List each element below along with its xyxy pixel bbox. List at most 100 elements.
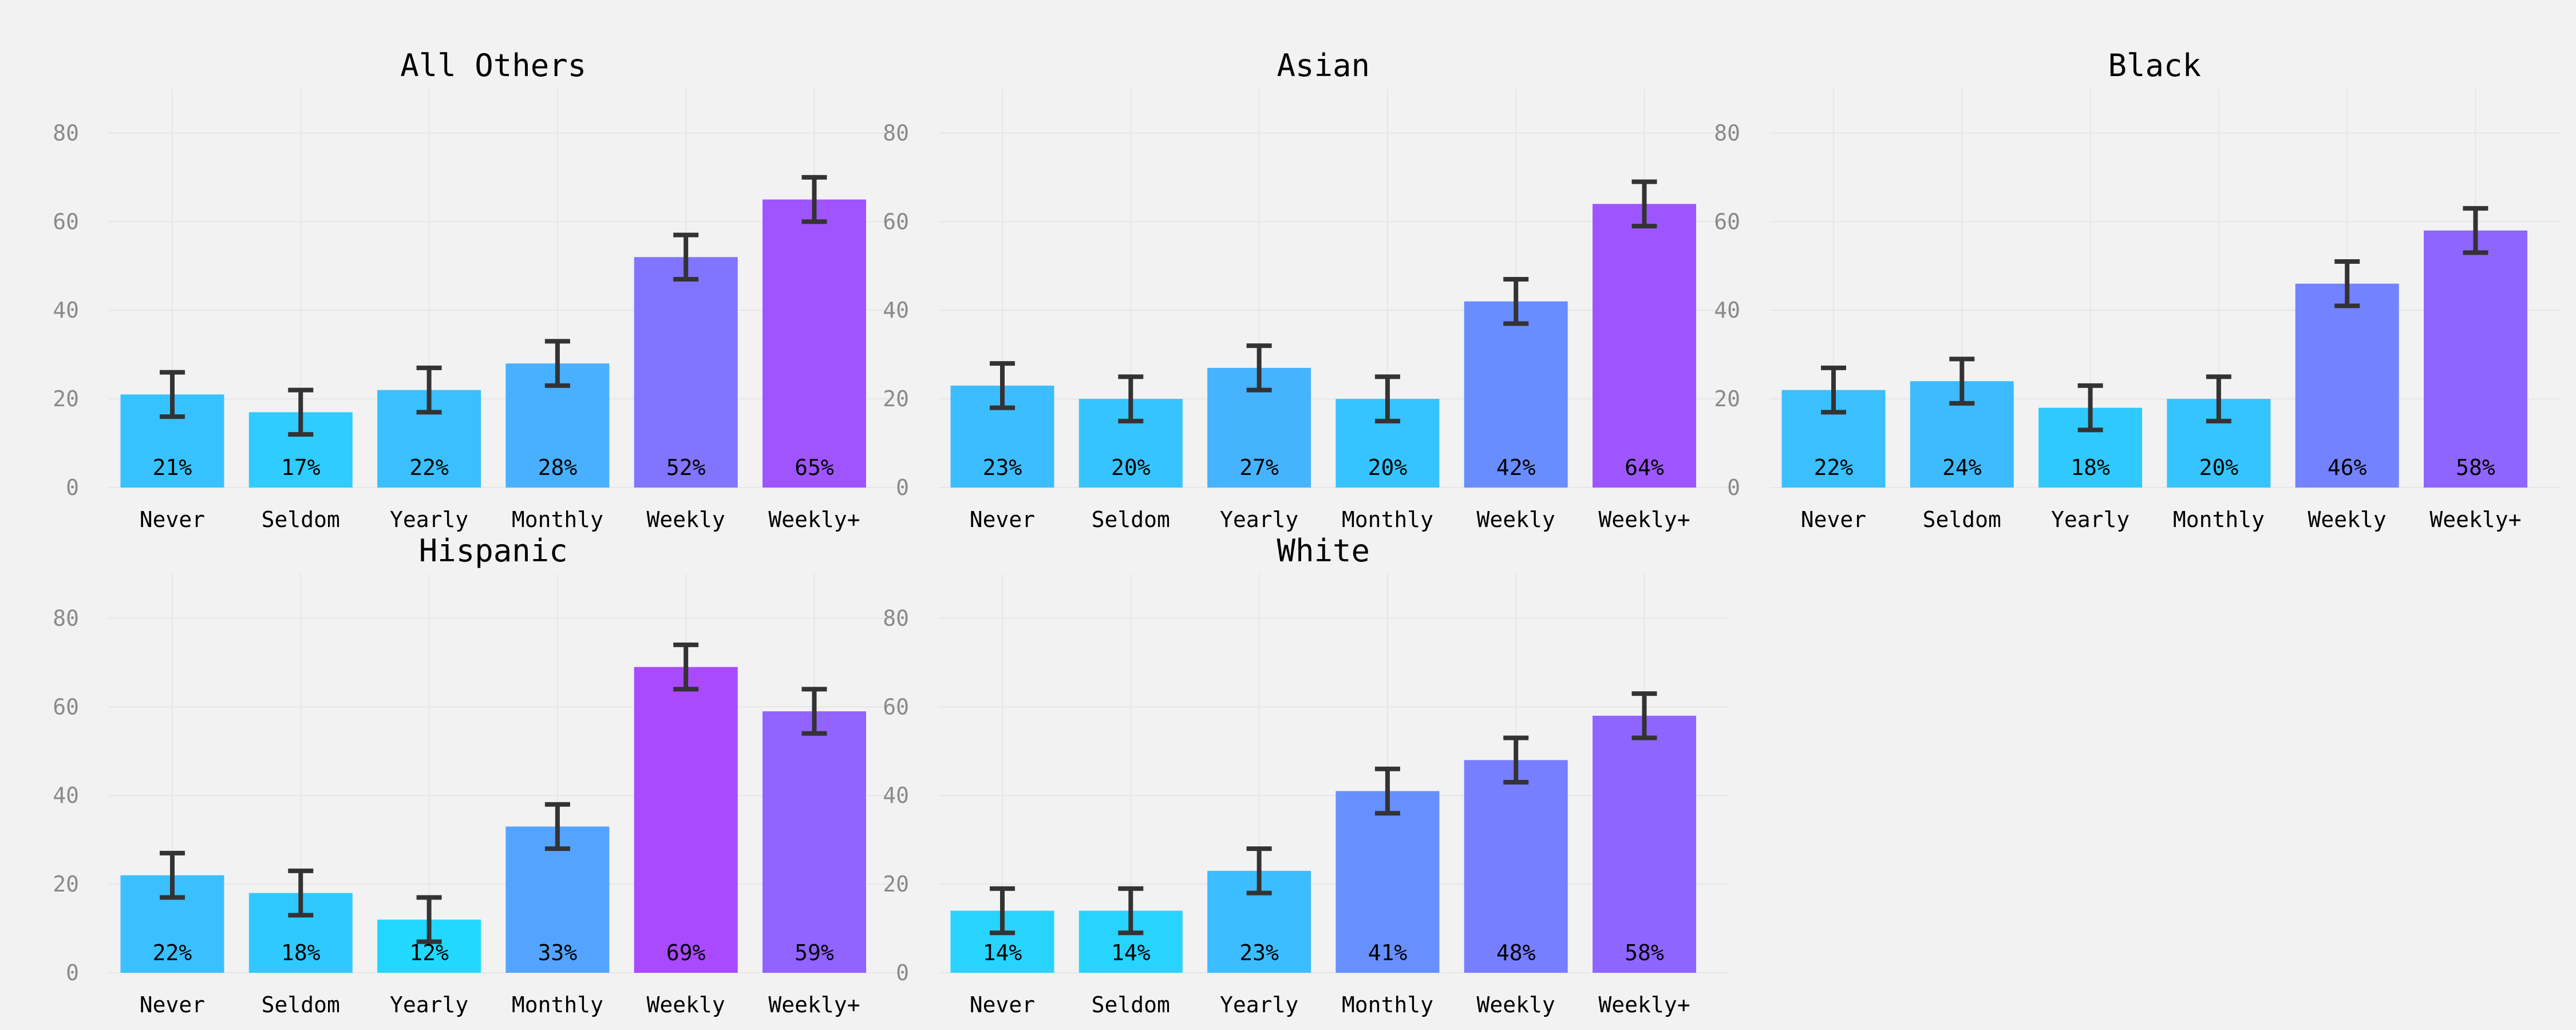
y-tick-label: 60 <box>53 694 79 719</box>
panel-title: White <box>1277 533 1370 569</box>
bar-value-label: 59% <box>795 940 834 965</box>
error-bar <box>801 687 827 736</box>
y-tick-label: 0 <box>66 960 79 985</box>
error-bar <box>2077 383 2103 433</box>
bar-value-label: 69% <box>666 940 706 965</box>
y-tick-label: 40 <box>1714 298 1740 323</box>
bar-value-label: 20% <box>2199 455 2239 480</box>
x-tick-label: Weekly+ <box>1598 992 1690 1017</box>
bar-weekly <box>1464 760 1568 973</box>
x-tick-label: Monthly <box>2173 507 2265 532</box>
panel-black: 0 20 40 60 80 Black 22% Never 24% Seldom 18% Yearly… <box>1714 47 2560 532</box>
error-bar <box>1374 766 1400 816</box>
bar-weekly-plus <box>2424 230 2527 488</box>
x-tick-label: Yearly <box>390 507 468 532</box>
bar-monthly <box>1336 791 1440 973</box>
y-tick-label: 80 <box>1714 120 1740 145</box>
error-bar <box>1374 374 1400 423</box>
panel-title: Asian <box>1277 47 1370 84</box>
x-tick-label: Seldom <box>1092 992 1170 1017</box>
x-tick-label: Weekly <box>2308 507 2387 532</box>
panel-all-others: 0 20 40 60 80 All Others 21% Never 17% Seldom 22% Y… <box>53 47 899 532</box>
y-tick-label: 60 <box>1714 209 1740 234</box>
y-tick-label: 80 <box>53 605 79 631</box>
bar-value-label: 20% <box>1368 455 1408 480</box>
x-tick-label: Monthly <box>1342 992 1433 1017</box>
bar-value-label: 22% <box>153 940 192 965</box>
panel-title: Black <box>2108 47 2201 84</box>
bar-value-label: 48% <box>1496 940 1536 965</box>
error-bar <box>2463 206 2488 255</box>
bar-value-label: 23% <box>1239 940 1279 965</box>
bar-value-label: 41% <box>1368 940 1408 965</box>
y-tick-label: 20 <box>883 871 909 897</box>
y-tick-label: 60 <box>883 209 909 234</box>
bar-value-label: 14% <box>1111 940 1151 965</box>
x-tick-label: Never <box>1801 507 1866 532</box>
bar-weekly <box>2295 283 2399 488</box>
x-tick-label: Yearly <box>2051 507 2129 532</box>
x-tick-label: Yearly <box>1220 507 1298 532</box>
y-tick-label: 0 <box>896 960 909 985</box>
bar-weekly <box>634 257 738 488</box>
y-tick-label: 60 <box>883 694 909 719</box>
error-bar <box>1821 365 1846 415</box>
bar-value-label: 64% <box>1625 455 1664 480</box>
bar-value-label: 65% <box>795 455 834 480</box>
bar-weekly-plus <box>762 711 866 973</box>
y-tick-label: 0 <box>1727 475 1740 500</box>
y-tick-label: 40 <box>883 783 909 808</box>
y-tick-label: 20 <box>1714 386 1740 411</box>
bar-value-label: 22% <box>409 455 449 480</box>
bar-weekly-plus <box>1593 715 1696 973</box>
bar-value-label: 28% <box>538 455 578 480</box>
error-bar <box>1949 356 1975 406</box>
error-bar <box>544 802 570 851</box>
error-bar <box>1631 179 1657 229</box>
x-tick-label: Yearly <box>390 992 468 1017</box>
bar-value-label: 58% <box>1625 940 1664 965</box>
x-tick-label: Never <box>970 507 1035 532</box>
error-bar <box>1631 691 1657 740</box>
y-tick-label: 0 <box>896 475 909 500</box>
error-bar <box>416 895 442 944</box>
error-bar <box>801 175 827 224</box>
x-tick-label: Monthly <box>512 507 603 532</box>
x-tick-label: Seldom <box>262 992 340 1017</box>
error-bar <box>1246 846 1272 896</box>
bar-value-label: 21% <box>153 455 192 480</box>
bar-value-label: 42% <box>1496 455 1536 480</box>
error-bar <box>1118 374 1144 423</box>
bar-value-label: 46% <box>2328 455 2367 480</box>
x-tick-label: Weekly+ <box>768 507 860 532</box>
y-tick-label: 60 <box>53 209 79 234</box>
x-tick-label: Monthly <box>512 992 603 1017</box>
x-tick-label: Weekly <box>647 992 725 1017</box>
y-tick-label: 80 <box>883 120 909 145</box>
x-tick-label: Weekly <box>1477 992 1555 1017</box>
x-tick-label: Seldom <box>1092 507 1170 532</box>
y-tick-label: 20 <box>53 871 79 897</box>
bar-value-label: 23% <box>983 455 1022 480</box>
x-tick-label: Weekly+ <box>768 992 860 1017</box>
bar-value-label: 27% <box>1239 455 1279 480</box>
error-bar <box>288 387 314 437</box>
error-bar <box>673 642 699 692</box>
bar-value-label: 17% <box>281 455 321 480</box>
bar-value-label: 33% <box>538 940 578 965</box>
bar-value-label: 58% <box>2456 455 2495 480</box>
panel-title: All Others <box>400 47 586 84</box>
panel-white: 0 20 40 60 80 White 14% Never 14% Seldom 23% Yearly… <box>883 533 1729 1017</box>
error-bar <box>2334 259 2360 308</box>
x-tick-label: Weekly+ <box>2429 507 2521 532</box>
y-tick-label: 40 <box>883 298 909 323</box>
bar-value-label: 20% <box>1111 455 1151 480</box>
error-bar <box>2206 374 2231 423</box>
panel-hispanic: 0 20 40 60 80 Hispanic 22% Never 18% Seldom 12% Yea… <box>53 533 899 1017</box>
y-tick-label: 20 <box>883 386 909 411</box>
bar-value-label: 14% <box>983 940 1022 965</box>
bar-weekly <box>1464 301 1568 488</box>
error-bar <box>1503 277 1529 326</box>
error-bar <box>288 868 314 918</box>
